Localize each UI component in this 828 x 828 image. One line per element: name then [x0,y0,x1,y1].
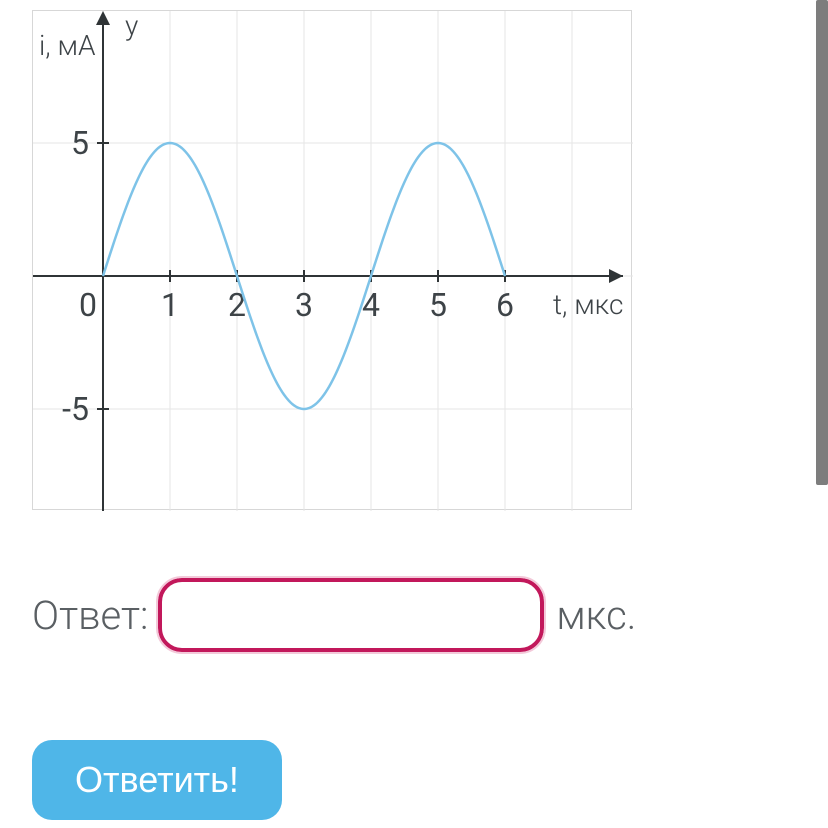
svg-text:i, мА: i, мА [39,29,96,62]
chart-container: 0123456-55yi, мАt, мкс [32,10,632,510]
svg-text:1: 1 [161,286,179,324]
answer-input[interactable] [158,578,544,652]
svg-text:3: 3 [295,286,313,324]
answer-label: Ответ: [32,592,148,639]
svg-text:5: 5 [71,124,89,162]
svg-text:0: 0 [79,286,97,324]
scrollbar-thumb[interactable] [816,0,828,485]
submit-button-label: Ответить! [75,759,239,801]
page-root: 0123456-55yi, мАt, мкс Ответ: мкс. Ответ… [0,0,828,828]
answer-unit: мкс. [556,592,636,639]
svg-text:6: 6 [496,286,514,324]
svg-text:-5: -5 [62,390,89,428]
sine-chart: 0123456-55yi, мАt, мкс [33,11,633,511]
svg-text:t, мкс: t, мкс [553,288,623,321]
svg-text:y: y [125,11,138,42]
submit-button[interactable]: Ответить! [32,740,282,820]
svg-text:5: 5 [429,286,447,324]
answer-row: Ответ: мкс. [32,578,636,652]
